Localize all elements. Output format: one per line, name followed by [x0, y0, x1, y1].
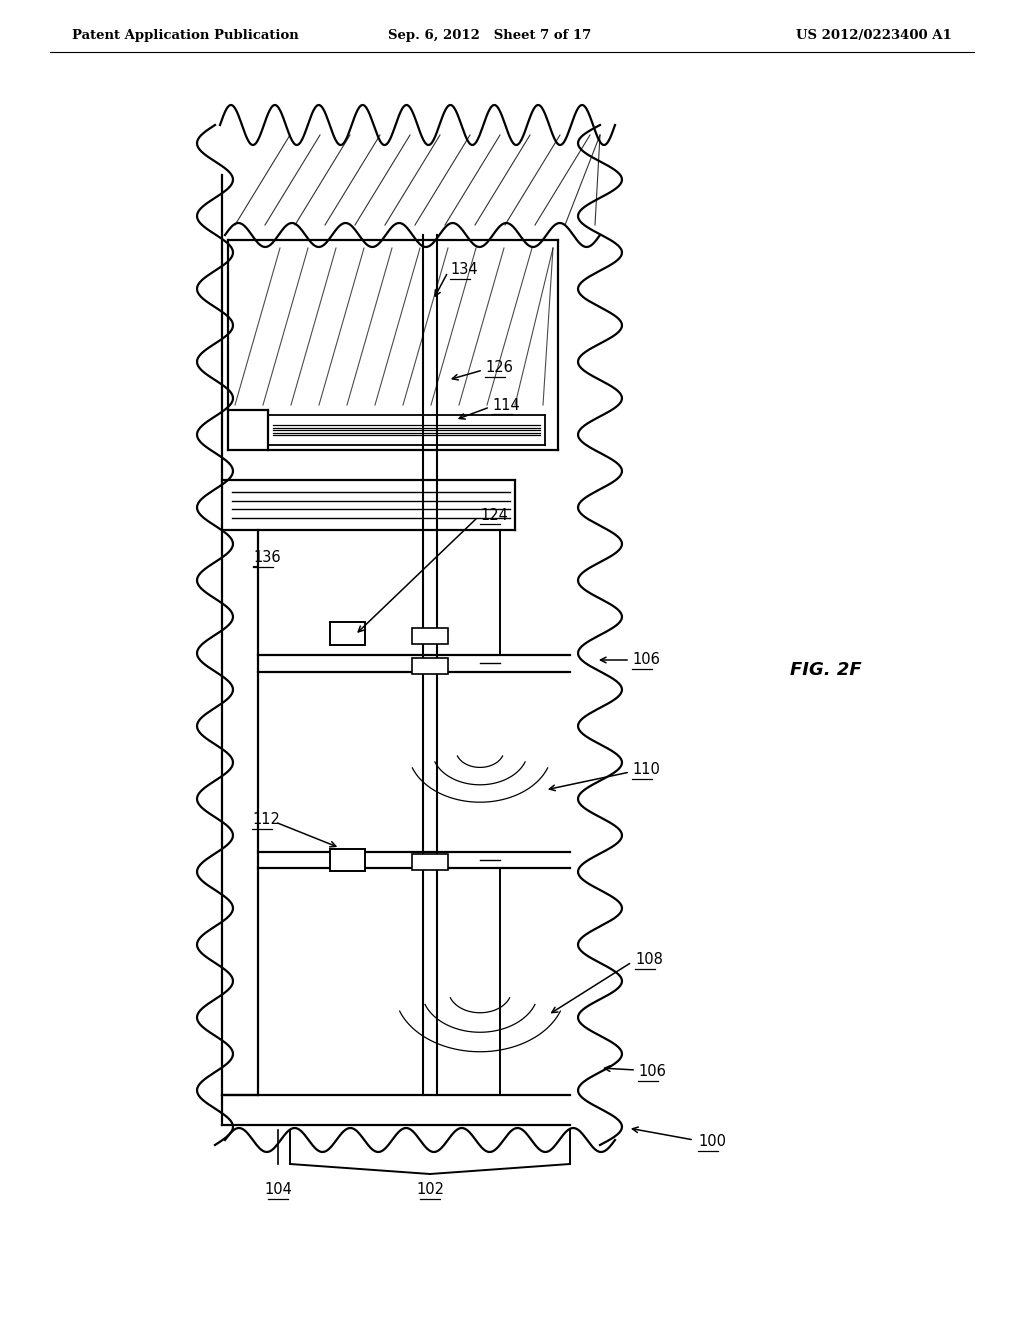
Polygon shape [330, 849, 365, 871]
Polygon shape [412, 854, 449, 870]
Text: 106: 106 [638, 1064, 666, 1080]
Text: 112: 112 [252, 813, 280, 828]
Text: 114: 114 [492, 397, 520, 412]
Text: Sep. 6, 2012   Sheet 7 of 17: Sep. 6, 2012 Sheet 7 of 17 [388, 29, 592, 41]
Polygon shape [330, 622, 365, 645]
Text: 104: 104 [264, 1183, 292, 1197]
Text: 106: 106 [632, 652, 659, 668]
Text: FIG. 2F: FIG. 2F [790, 661, 861, 678]
Text: 100: 100 [698, 1134, 726, 1150]
Text: 134: 134 [450, 263, 477, 277]
Text: US 2012/0223400 A1: US 2012/0223400 A1 [797, 29, 952, 41]
Text: 102: 102 [416, 1183, 444, 1197]
Text: 136: 136 [253, 550, 281, 565]
Text: Patent Application Publication: Patent Application Publication [72, 29, 299, 41]
Text: 126: 126 [485, 360, 513, 375]
Text: 110: 110 [632, 763, 659, 777]
Polygon shape [412, 657, 449, 675]
Text: 108: 108 [635, 953, 663, 968]
Polygon shape [412, 628, 449, 644]
Text: 124: 124 [480, 507, 508, 523]
